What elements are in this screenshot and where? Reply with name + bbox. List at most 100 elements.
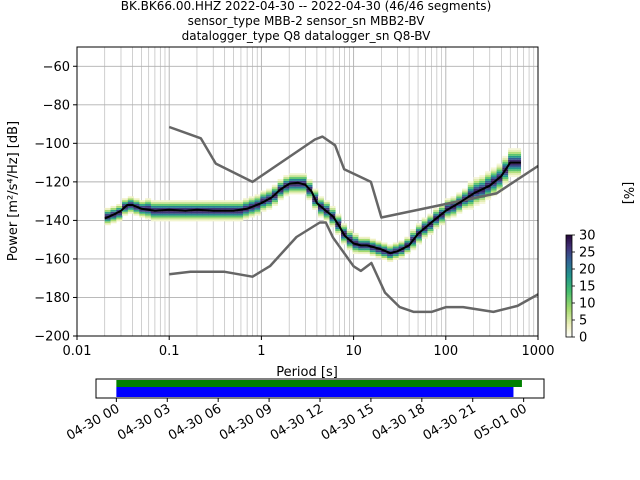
histogram-cell <box>381 254 388 257</box>
histogram-cell <box>283 194 290 197</box>
histogram-cell <box>341 223 348 226</box>
histogram-cell <box>323 219 330 222</box>
histogram-cell <box>433 209 440 212</box>
histogram-cell <box>248 202 255 205</box>
histogram-cell <box>156 200 163 203</box>
coverage-tick-label: 04-30 03 <box>115 401 173 443</box>
histogram-cell <box>404 250 411 253</box>
histogram-cell <box>462 204 469 206</box>
histogram-cell <box>237 219 244 222</box>
histogram-cell <box>156 213 163 216</box>
histogram-cell <box>202 205 209 208</box>
histogram-cell <box>352 246 359 249</box>
histogram-cell <box>306 182 313 185</box>
y-tick-label: −180 <box>34 291 70 306</box>
histogram-cell <box>294 175 301 178</box>
histogram-cell <box>254 194 261 197</box>
histogram-cell <box>266 188 273 191</box>
processed-segments-bar <box>116 387 514 397</box>
colorbar-gradient <box>566 235 572 338</box>
histogram-cell <box>375 254 382 257</box>
histogram-cell <box>438 215 446 218</box>
histogram-cell <box>485 182 492 185</box>
histogram-cell <box>179 207 186 210</box>
histogram-cell <box>243 205 250 208</box>
histogram-cell <box>283 177 290 179</box>
histogram-cell <box>312 202 319 205</box>
histogram-cell <box>231 202 238 205</box>
histogram-cell <box>185 219 192 222</box>
histogram-cell <box>502 173 509 176</box>
histogram-cell <box>220 213 227 216</box>
histogram-cell <box>237 215 244 218</box>
histogram-cell <box>271 190 278 193</box>
histogram-cell <box>127 200 134 203</box>
histogram-cell <box>300 180 307 183</box>
histogram-cell <box>335 221 342 224</box>
histogram-cell <box>116 204 123 206</box>
histogram-cell <box>323 217 330 220</box>
title-line-2: sensor_type MBB-2 sensor_sn MBB2-BV <box>188 14 426 28</box>
histogram-cell <box>248 213 255 216</box>
histogram-cell <box>317 200 325 203</box>
histogram-cell <box>185 204 192 206</box>
histogram-cell <box>462 192 469 195</box>
colorbar-segment <box>566 289 572 292</box>
histogram-cell <box>139 200 146 203</box>
histogram-cell <box>381 252 388 255</box>
histogram-cell <box>410 236 417 239</box>
histogram-cell <box>502 155 509 158</box>
histogram-cell <box>421 232 428 235</box>
histogram-cell <box>179 200 186 203</box>
histogram-cell <box>289 173 296 176</box>
histogram-cell <box>220 202 227 205</box>
histogram-cell <box>415 229 422 231</box>
x-tick-label: 10 <box>345 344 362 359</box>
histogram-cell <box>519 167 522 170</box>
histogram-cell <box>479 178 486 181</box>
histogram-cell <box>214 204 221 206</box>
histogram-cell <box>220 205 227 208</box>
histogram-cell <box>467 184 474 187</box>
histogram-cell <box>110 219 117 222</box>
histogram-cell <box>104 207 111 210</box>
histogram-cell <box>312 190 319 193</box>
histogram-cell <box>352 252 359 255</box>
colorbar-segment <box>566 275 572 278</box>
histogram-cell <box>283 180 290 183</box>
histogram-cell <box>329 209 336 212</box>
histogram-cell <box>485 173 492 176</box>
histogram-cell <box>300 184 307 187</box>
histogram-cell <box>392 248 399 251</box>
histogram-cell <box>289 180 296 183</box>
histogram-cell <box>133 204 140 206</box>
histogram-cell <box>317 213 325 216</box>
histogram-cell <box>173 204 180 206</box>
histogram-cell <box>323 215 330 218</box>
colorbar-segment <box>566 258 572 261</box>
histogram-cell <box>185 213 192 216</box>
histogram-cell <box>421 217 428 220</box>
histogram-cell <box>173 213 180 216</box>
histogram-cell <box>444 200 451 203</box>
histogram-cell <box>358 242 365 245</box>
histogram-cell <box>438 223 446 226</box>
histogram-cell <box>519 171 522 174</box>
histogram-cell <box>220 207 227 210</box>
histogram-cell <box>485 198 492 201</box>
histogram-cell <box>369 250 376 253</box>
histogram-cell <box>122 213 129 216</box>
histogram-cell <box>513 157 520 160</box>
histogram-cell <box>508 159 515 162</box>
histogram-cell <box>485 190 492 193</box>
histogram-cell <box>369 254 376 257</box>
histogram-cell <box>398 246 405 249</box>
histogram-cell <box>150 211 157 214</box>
histogram-cell <box>335 215 342 218</box>
histogram-cell <box>444 217 451 220</box>
histogram-cell <box>358 252 365 255</box>
histogram-cell <box>127 209 134 212</box>
histogram-cell <box>260 194 267 197</box>
histogram-cell <box>266 196 273 199</box>
